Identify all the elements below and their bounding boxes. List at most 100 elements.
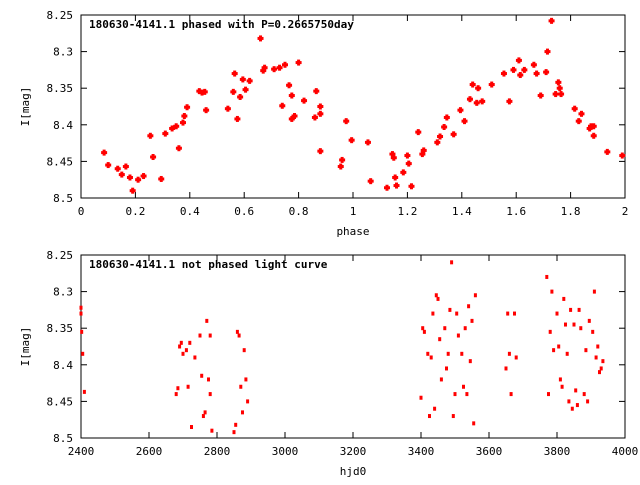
- phased-y-tick-label: 8.4: [53, 119, 73, 132]
- unphased-data-point: [586, 399, 590, 404]
- unphased-data-point: [434, 293, 438, 298]
- phased-data-point: [517, 72, 524, 79]
- unphased-data-point: [545, 274, 549, 279]
- unphased-data-point: [193, 355, 197, 360]
- phased-data-point: [339, 156, 346, 163]
- unphased-data-point: [598, 370, 601, 375]
- unphased-data-point: [81, 351, 85, 356]
- phased-y-tick-label: 8.5: [53, 192, 73, 205]
- phased-data-point: [404, 152, 411, 159]
- phased-data-point: [343, 118, 350, 125]
- unphased-data-point: [178, 344, 182, 349]
- unphased-data-point: [567, 399, 571, 404]
- phased-data-point: [393, 182, 400, 189]
- unphased-data-point: [565, 351, 569, 356]
- unphased-data-point: [237, 333, 241, 338]
- unphased-data-point: [555, 311, 559, 316]
- phased-y-tick-label: 8.35: [47, 82, 74, 95]
- unphased-data-point: [569, 307, 573, 312]
- unphased-y-axis-label: I[mag]: [19, 327, 32, 367]
- phased-data-point: [590, 123, 597, 130]
- phased-data-point: [313, 88, 320, 95]
- unphased-data-point: [207, 377, 210, 382]
- phased-data-point: [317, 103, 324, 110]
- unphased-data-point: [429, 355, 433, 360]
- phased-x-tick-label: 2: [622, 205, 629, 218]
- phased-data-points: [101, 17, 626, 194]
- phased-data-point: [419, 151, 426, 158]
- phased-data-point: [181, 113, 188, 120]
- unphased-x-tick-label: 2800: [204, 445, 231, 458]
- unphased-data-point: [570, 406, 574, 411]
- phased-data-point: [443, 114, 450, 121]
- phased-data-point: [301, 97, 308, 104]
- unphased-data-point: [572, 322, 576, 327]
- phased-data-point: [415, 129, 422, 136]
- phased-data-point: [311, 114, 318, 121]
- unphased-data-point: [463, 326, 467, 331]
- phased-data-point: [288, 115, 295, 122]
- unphased-data-point: [473, 293, 477, 298]
- phased-data-point: [286, 82, 293, 89]
- unphased-data-point: [592, 289, 596, 294]
- unphased-data-point: [579, 326, 583, 331]
- phased-y-axis-label: I[mag]: [19, 87, 32, 127]
- phased-chart-title: 180630-4141.1 phased with P=0.2665750day: [89, 18, 354, 31]
- phased-data-point: [105, 162, 112, 169]
- phased-data-point: [288, 92, 295, 99]
- unphased-y-tick-label: 8.25: [47, 249, 74, 262]
- phased-data-point: [203, 107, 210, 114]
- phased-data-point: [488, 81, 495, 88]
- unphased-data-point: [210, 428, 214, 433]
- phased-data-point: [175, 145, 182, 152]
- unphased-data-point: [80, 329, 84, 334]
- phased-data-point: [276, 64, 283, 71]
- unphased-data-point: [184, 348, 188, 353]
- unphased-data-point: [421, 326, 425, 331]
- phased-x-tick-label: 1.2: [397, 205, 417, 218]
- phased-x-tick-label: 0.2: [125, 205, 145, 218]
- unphased-chart-title: 180630-4141.1 not phased light curve: [89, 258, 328, 271]
- unphased-data-point: [232, 430, 236, 435]
- phased-data-point: [450, 131, 457, 138]
- phased-data-point: [261, 64, 268, 71]
- phased-data-point: [543, 69, 550, 76]
- unphased-x-axis-label: hjd0: [340, 465, 367, 478]
- unphased-data-point: [587, 318, 591, 323]
- phased-data-point: [530, 61, 537, 68]
- unphased-data-point: [198, 333, 202, 338]
- unphased-data-point: [439, 377, 443, 382]
- phased-data-point: [173, 123, 180, 130]
- phased-data-point: [158, 175, 165, 182]
- unphased-data-point: [79, 305, 83, 310]
- phased-data-point: [150, 154, 157, 161]
- unphased-data-point: [190, 425, 193, 430]
- phased-data-point: [126, 174, 133, 181]
- unphased-data-point: [450, 260, 454, 265]
- phased-x-tick-label: 0.6: [234, 205, 254, 218]
- phased-data-point: [271, 66, 278, 73]
- unphased-data-point: [428, 414, 431, 419]
- phased-data-point: [364, 139, 371, 146]
- unphased-plot-frame: [80, 254, 626, 439]
- phased-data-point: [184, 104, 191, 111]
- unphased-data-point: [504, 366, 508, 371]
- unphased-data-point: [575, 403, 579, 408]
- phased-data-point: [475, 85, 482, 92]
- phased-data-point: [295, 59, 302, 66]
- unphased-x-tick-label: 3400: [408, 445, 435, 458]
- unphased-data-point: [234, 422, 238, 427]
- phased-data-point: [389, 151, 396, 158]
- unphased-y-tick-label: 8.45: [47, 395, 74, 408]
- unphased-light-curve-panel: 2400 2600 2800 3000 3200 3400 3600 3800 4000 8.25…: [19, 249, 638, 478]
- unphased-x-tick-label: 3000: [272, 445, 299, 458]
- phased-data-point: [420, 147, 427, 154]
- unphased-data-point: [574, 388, 578, 393]
- phased-data-point: [405, 160, 412, 167]
- phased-data-point: [317, 110, 324, 117]
- phased-data-point: [510, 66, 517, 73]
- phased-data-point: [237, 93, 244, 100]
- unphased-data-point: [241, 410, 244, 415]
- phased-x-tick-label: 0: [78, 205, 85, 218]
